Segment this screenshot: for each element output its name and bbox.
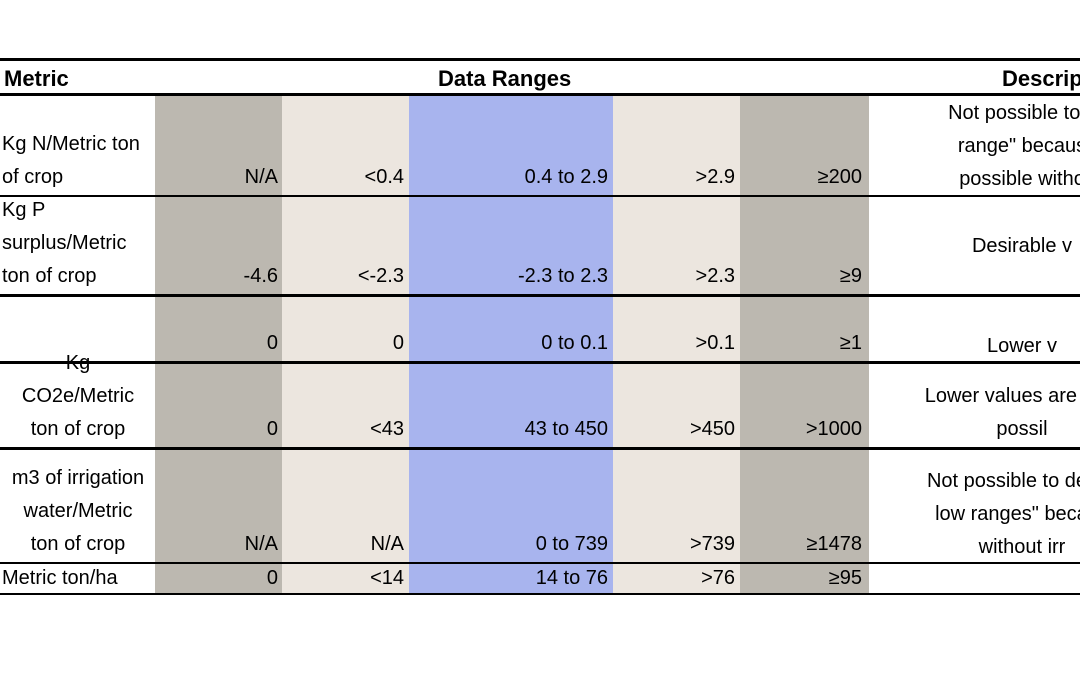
row-border: [0, 447, 1080, 450]
value-cell: >2.3: [695, 265, 735, 287]
bottom-border: [0, 593, 1080, 595]
header-data-ranges: Data Ranges: [438, 66, 572, 91]
metric-line: water/Metric: [23, 500, 133, 522]
band-high-column: [613, 96, 740, 595]
description-line: range" becaus: [957, 135, 1080, 157]
description-cell: Lower values are desi possil: [872, 380, 1080, 446]
value-cell: 43 to 450: [524, 418, 608, 440]
metric-line: Kg: [65, 352, 91, 374]
metric-line: ton of crop: [2, 265, 97, 287]
value-cell: >450: [689, 418, 735, 440]
metric-cell: Kg P surplus/Metric ton of crop: [2, 194, 154, 293]
metric-line: of crop: [2, 166, 64, 188]
description-line: possible witho: [959, 168, 1080, 190]
row-border: [0, 195, 1080, 197]
description-line: Lower values are desi: [924, 385, 1080, 407]
table-row: Kg CO2e/Metric ton of crop 0 <43 43 to 450 >45…: [0, 352, 1080, 446]
value-cell: ≥95: [828, 567, 862, 589]
value-cell: >1000: [805, 418, 862, 440]
value-cell: N/A: [370, 533, 404, 555]
value-cell: >76: [701, 567, 735, 589]
metric-line: Kg P: [2, 199, 46, 221]
table-row: m3 of irrigation water/Metric ton of crop N…: [0, 450, 1080, 561]
row-border: [0, 294, 1080, 297]
value-cell: ≥9: [839, 265, 862, 287]
value-cell: 0 to 0.1: [541, 332, 608, 354]
band-na-column: [155, 96, 282, 595]
value-cell: -2.3 to 2.3: [517, 265, 608, 287]
metric-line: surplus/Metric: [2, 232, 127, 254]
metric-line: Metric ton/ha: [2, 567, 118, 589]
band-low-column: [282, 96, 409, 595]
description-cell: Lower v: [872, 330, 1080, 363]
value-cell: N/A: [244, 533, 278, 555]
metric-line: ton of crop: [30, 418, 126, 440]
value-cell: 0.4 to 2.9: [524, 166, 608, 188]
metric-line: CO2e/Metric: [21, 385, 135, 407]
value-cell: ≥1478: [806, 533, 862, 555]
value-cell: 0: [266, 332, 278, 354]
value-cell: 0: [266, 567, 278, 589]
metric-cell: Kg CO2e/Metric ton of crop: [2, 347, 154, 446]
table-row: Kg P surplus/Metric ton of crop -4.6 <-2.3 -2…: [0, 197, 1080, 293]
table-row: 0 0 0 to 0.1 >0.1 ≥1 Lower v: [0, 297, 1080, 360]
value-cell: <0.4: [364, 166, 404, 188]
value-cell: ≥1: [839, 332, 862, 354]
description-line: Desirable v: [971, 235, 1073, 257]
description-cell: Not possible to c range" becaus possible w…: [872, 97, 1080, 196]
value-cell: <43: [370, 418, 404, 440]
row-border: [0, 562, 1080, 564]
header-bottom-border: [0, 93, 1080, 96]
metric-cell: m3 of irrigation water/Metric ton of crop: [2, 462, 154, 561]
value-cell: -4.6: [243, 265, 278, 287]
value-cell: >2.9: [695, 166, 735, 188]
description-line: possil: [996, 418, 1048, 440]
metric-cell: Metric ton/ha: [2, 564, 154, 593]
description-line: low ranges" becaus: [935, 503, 1080, 525]
description-cell: Not possible to deterr low ranges" becaus…: [872, 465, 1080, 564]
metric-line: m3 of irrigation: [11, 467, 145, 489]
value-cell: >0.1: [695, 332, 735, 354]
band-extreme-column: [740, 96, 869, 595]
value-cell: 0: [392, 332, 404, 354]
description-line: Not possible to deterr: [926, 470, 1080, 492]
header-description: Descrip: [1002, 66, 1080, 91]
value-cell: <-2.3: [357, 265, 404, 287]
description-line: Lower v: [986, 335, 1058, 357]
table-row: Kg N/Metric ton of crop N/A <0.4 0.4 to 2.9 >…: [0, 97, 1080, 194]
value-cell: 0: [266, 418, 278, 440]
table-row: Metric ton/ha 0 <14 14 to 76 >76 ≥95: [0, 564, 1080, 593]
header-metric: Metric: [4, 66, 69, 91]
value-cell: 0 to 739: [535, 533, 608, 555]
value-cell: 14 to 76: [535, 567, 608, 589]
value-cell: ≥200: [817, 166, 862, 188]
value-cell: N/A: [244, 166, 278, 188]
top-border: [0, 58, 1080, 61]
metric-cell: Kg N/Metric ton of crop: [2, 128, 154, 194]
value-cell: >739: [689, 533, 735, 555]
value-cell: <14: [370, 567, 404, 589]
description-cell: Desirable v: [872, 230, 1080, 263]
row-border: [0, 361, 1080, 364]
metric-line: ton of crop: [30, 533, 126, 555]
description-line: without irr: [978, 536, 1066, 558]
band-desirable-column: [409, 96, 613, 595]
description-line: Not possible to c: [948, 102, 1080, 124]
metric-line: Kg N/Metric ton: [2, 133, 140, 155]
